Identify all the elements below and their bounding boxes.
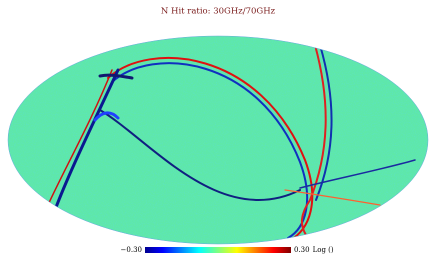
colorbar-unit: Log () (313, 246, 334, 254)
map-noise (8, 36, 428, 244)
mollweide-map (8, 36, 428, 244)
colorbar-tick-label: −0.30 (121, 246, 142, 254)
map-outline (7, 35, 429, 245)
colorbar-tick-label: 0.30 (294, 246, 310, 254)
colorbar (145, 247, 291, 253)
map-title: N Hit ratio: 30GHz/70GHz (161, 7, 276, 17)
scan-rings (47, 44, 416, 241)
